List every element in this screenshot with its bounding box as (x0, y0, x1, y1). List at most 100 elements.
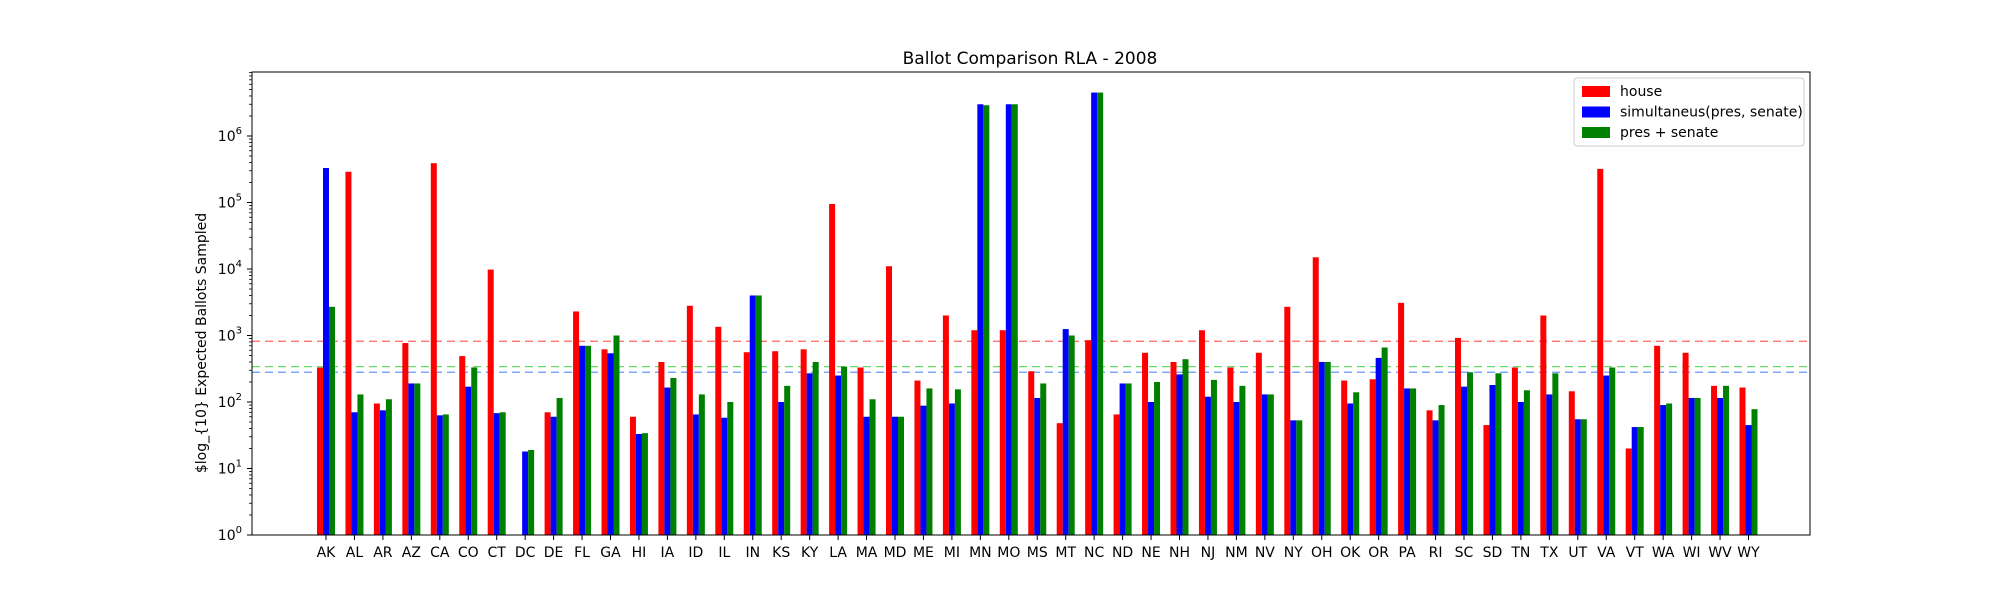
y-axis-label: $log_{10} Expected Ballots Sampled (194, 213, 210, 473)
bar-simultaneus-pres-senate--tx (1546, 394, 1553, 535)
x-tick-label: UT (1568, 545, 1587, 561)
bar-simultaneus-pres-senate--in (749, 295, 756, 535)
bar-pres-senate-ak (329, 306, 335, 535)
bar-simultaneus-pres-senate--mi (948, 403, 955, 535)
bar-house-ny (1284, 306, 1291, 535)
bar-simultaneus-pres-senate--or (1375, 357, 1382, 535)
bar-pres-senate-wi (1694, 397, 1701, 535)
x-tick-label: KS (772, 545, 790, 561)
bar-pres-senate-de (556, 397, 563, 535)
legend-label: pres + senate (1620, 125, 1718, 141)
legend-label: simultaneus(pres, senate) (1620, 105, 1803, 121)
bar-simultaneus-pres-senate--co (465, 386, 472, 535)
bar-simultaneus-pres-senate--wv (1717, 397, 1724, 535)
bar-pres-senate-il (727, 402, 734, 535)
bar-pres-senate-sd (1495, 373, 1502, 535)
bar-pres-senate-id (698, 394, 705, 535)
bar-pres-senate-or (1381, 347, 1388, 535)
bar-pres-senate-mi (954, 389, 961, 535)
x-tick-label: AL (346, 545, 364, 561)
x-tick-label: MT (1055, 545, 1076, 561)
bar-pres-senate-in (755, 295, 762, 535)
bar-simultaneus-pres-senate--sd (1489, 385, 1496, 535)
x-tick-label: IA (661, 545, 675, 561)
bar-house-mo (999, 330, 1006, 535)
bar-simultaneus-pres-senate--ms (1034, 397, 1041, 535)
y-tick-label: 106 (218, 126, 242, 145)
bar-pres-senate-la (841, 366, 848, 535)
bar-pres-senate-hi (641, 433, 648, 535)
bar-house-md (886, 266, 892, 535)
x-tick-label: CO (458, 545, 479, 561)
bar-house-mt (1056, 423, 1063, 535)
bar-simultaneus-pres-senate--nv (1261, 394, 1268, 535)
bar-pres-senate-ks (784, 385, 791, 535)
x-tick-label: IN (745, 545, 760, 561)
bar-simultaneus-pres-senate--ri (1432, 420, 1439, 535)
x-tick-label: ND (1112, 545, 1133, 561)
bar-house-la (829, 203, 836, 536)
bar-simultaneus-pres-senate--mn (977, 104, 984, 536)
x-tick-label: NH (1169, 545, 1190, 561)
bar-pres-senate-wy (1751, 409, 1758, 535)
bar-house-ok (1341, 380, 1348, 535)
bar-pres-senate-md (898, 416, 904, 535)
bar-simultaneus-pres-senate--id (692, 414, 699, 535)
bar-house-id (686, 305, 693, 535)
bar-pres-senate-me (926, 388, 933, 535)
bar-pres-senate-az (414, 383, 421, 535)
legend: house simultaneus(pres, senate) pres + sen… (1573, 77, 1805, 147)
x-tick-label: OK (1340, 545, 1361, 561)
bar-house-hi (629, 416, 636, 535)
bar-house-ca (430, 163, 437, 535)
bar-house-ri (1426, 410, 1433, 535)
bar-pres-senate-ia (670, 377, 677, 535)
x-axis-ticks: AK AL AR AZ CA CO CT DC DE FL GA HI IA ID IL IN KS KY LA MA… (317, 535, 1760, 561)
bar-simultaneus-pres-senate--ne (1148, 402, 1155, 535)
bar-house-sd (1483, 425, 1490, 535)
bar-simultaneus-pres-senate--ut (1574, 419, 1581, 535)
bar-simultaneus-pres-senate--va (1603, 375, 1610, 535)
chart-title: Ballot Comparison RLA - 2008 (903, 49, 1158, 69)
x-tick-label: OR (1368, 545, 1389, 561)
x-tick-label: CT (488, 545, 507, 561)
x-tick-label: CA (430, 545, 450, 561)
bar-simultaneus-pres-senate--ky (806, 373, 813, 535)
bar-pres-senate-nh (1182, 359, 1189, 535)
bar-simultaneus-pres-senate--nj (1204, 396, 1211, 535)
x-tick-label: NE (1141, 545, 1160, 561)
x-tick-label: AR (373, 545, 393, 561)
x-tick-label: MO (997, 545, 1020, 561)
x-tick-label: NC (1084, 545, 1104, 561)
x-tick-label: TN (1510, 545, 1530, 561)
bar-pres-senate-nv (1267, 394, 1274, 535)
bar-pres-senate-ok (1353, 392, 1360, 535)
bar-pres-senate-co (471, 367, 478, 535)
x-tick-label: DC (515, 545, 536, 561)
bar-house-al (345, 171, 352, 535)
bar-simultaneus-pres-senate--oh (1318, 361, 1325, 535)
x-tick-label: AZ (402, 545, 421, 561)
x-tick-label: SD (1483, 545, 1503, 561)
bar-house-nm (1227, 367, 1234, 535)
bar-house-oh (1312, 257, 1319, 535)
bar-pres-senate-nj (1210, 379, 1217, 535)
bar-house-wi (1682, 352, 1689, 535)
bar-pres-senate-wv (1723, 385, 1730, 535)
bar-house-tn (1511, 367, 1518, 535)
bar-simultaneus-pres-senate--sc (1461, 386, 1467, 535)
x-tick-label: WI (1683, 545, 1701, 561)
bar-simultaneus-pres-senate--ga (607, 353, 614, 535)
bar-simultaneus-pres-senate--ar (379, 410, 386, 535)
bar-simultaneus-pres-senate--wi (1688, 397, 1695, 535)
bar-house-ks (772, 351, 779, 535)
x-tick-label: RI (1429, 545, 1443, 561)
bar-house-ut (1568, 391, 1575, 535)
bar-simultaneus-pres-senate--ks (778, 402, 785, 535)
bar-simultaneus-pres-senate--tn (1517, 402, 1524, 535)
bar-pres-senate-pa (1410, 388, 1417, 535)
bar-pres-senate-ky (812, 361, 819, 535)
bar-simultaneus-pres-senate--de (550, 416, 557, 535)
x-tick-label: OH (1311, 545, 1333, 561)
bar-simultaneus-pres-senate--hi (635, 434, 642, 535)
